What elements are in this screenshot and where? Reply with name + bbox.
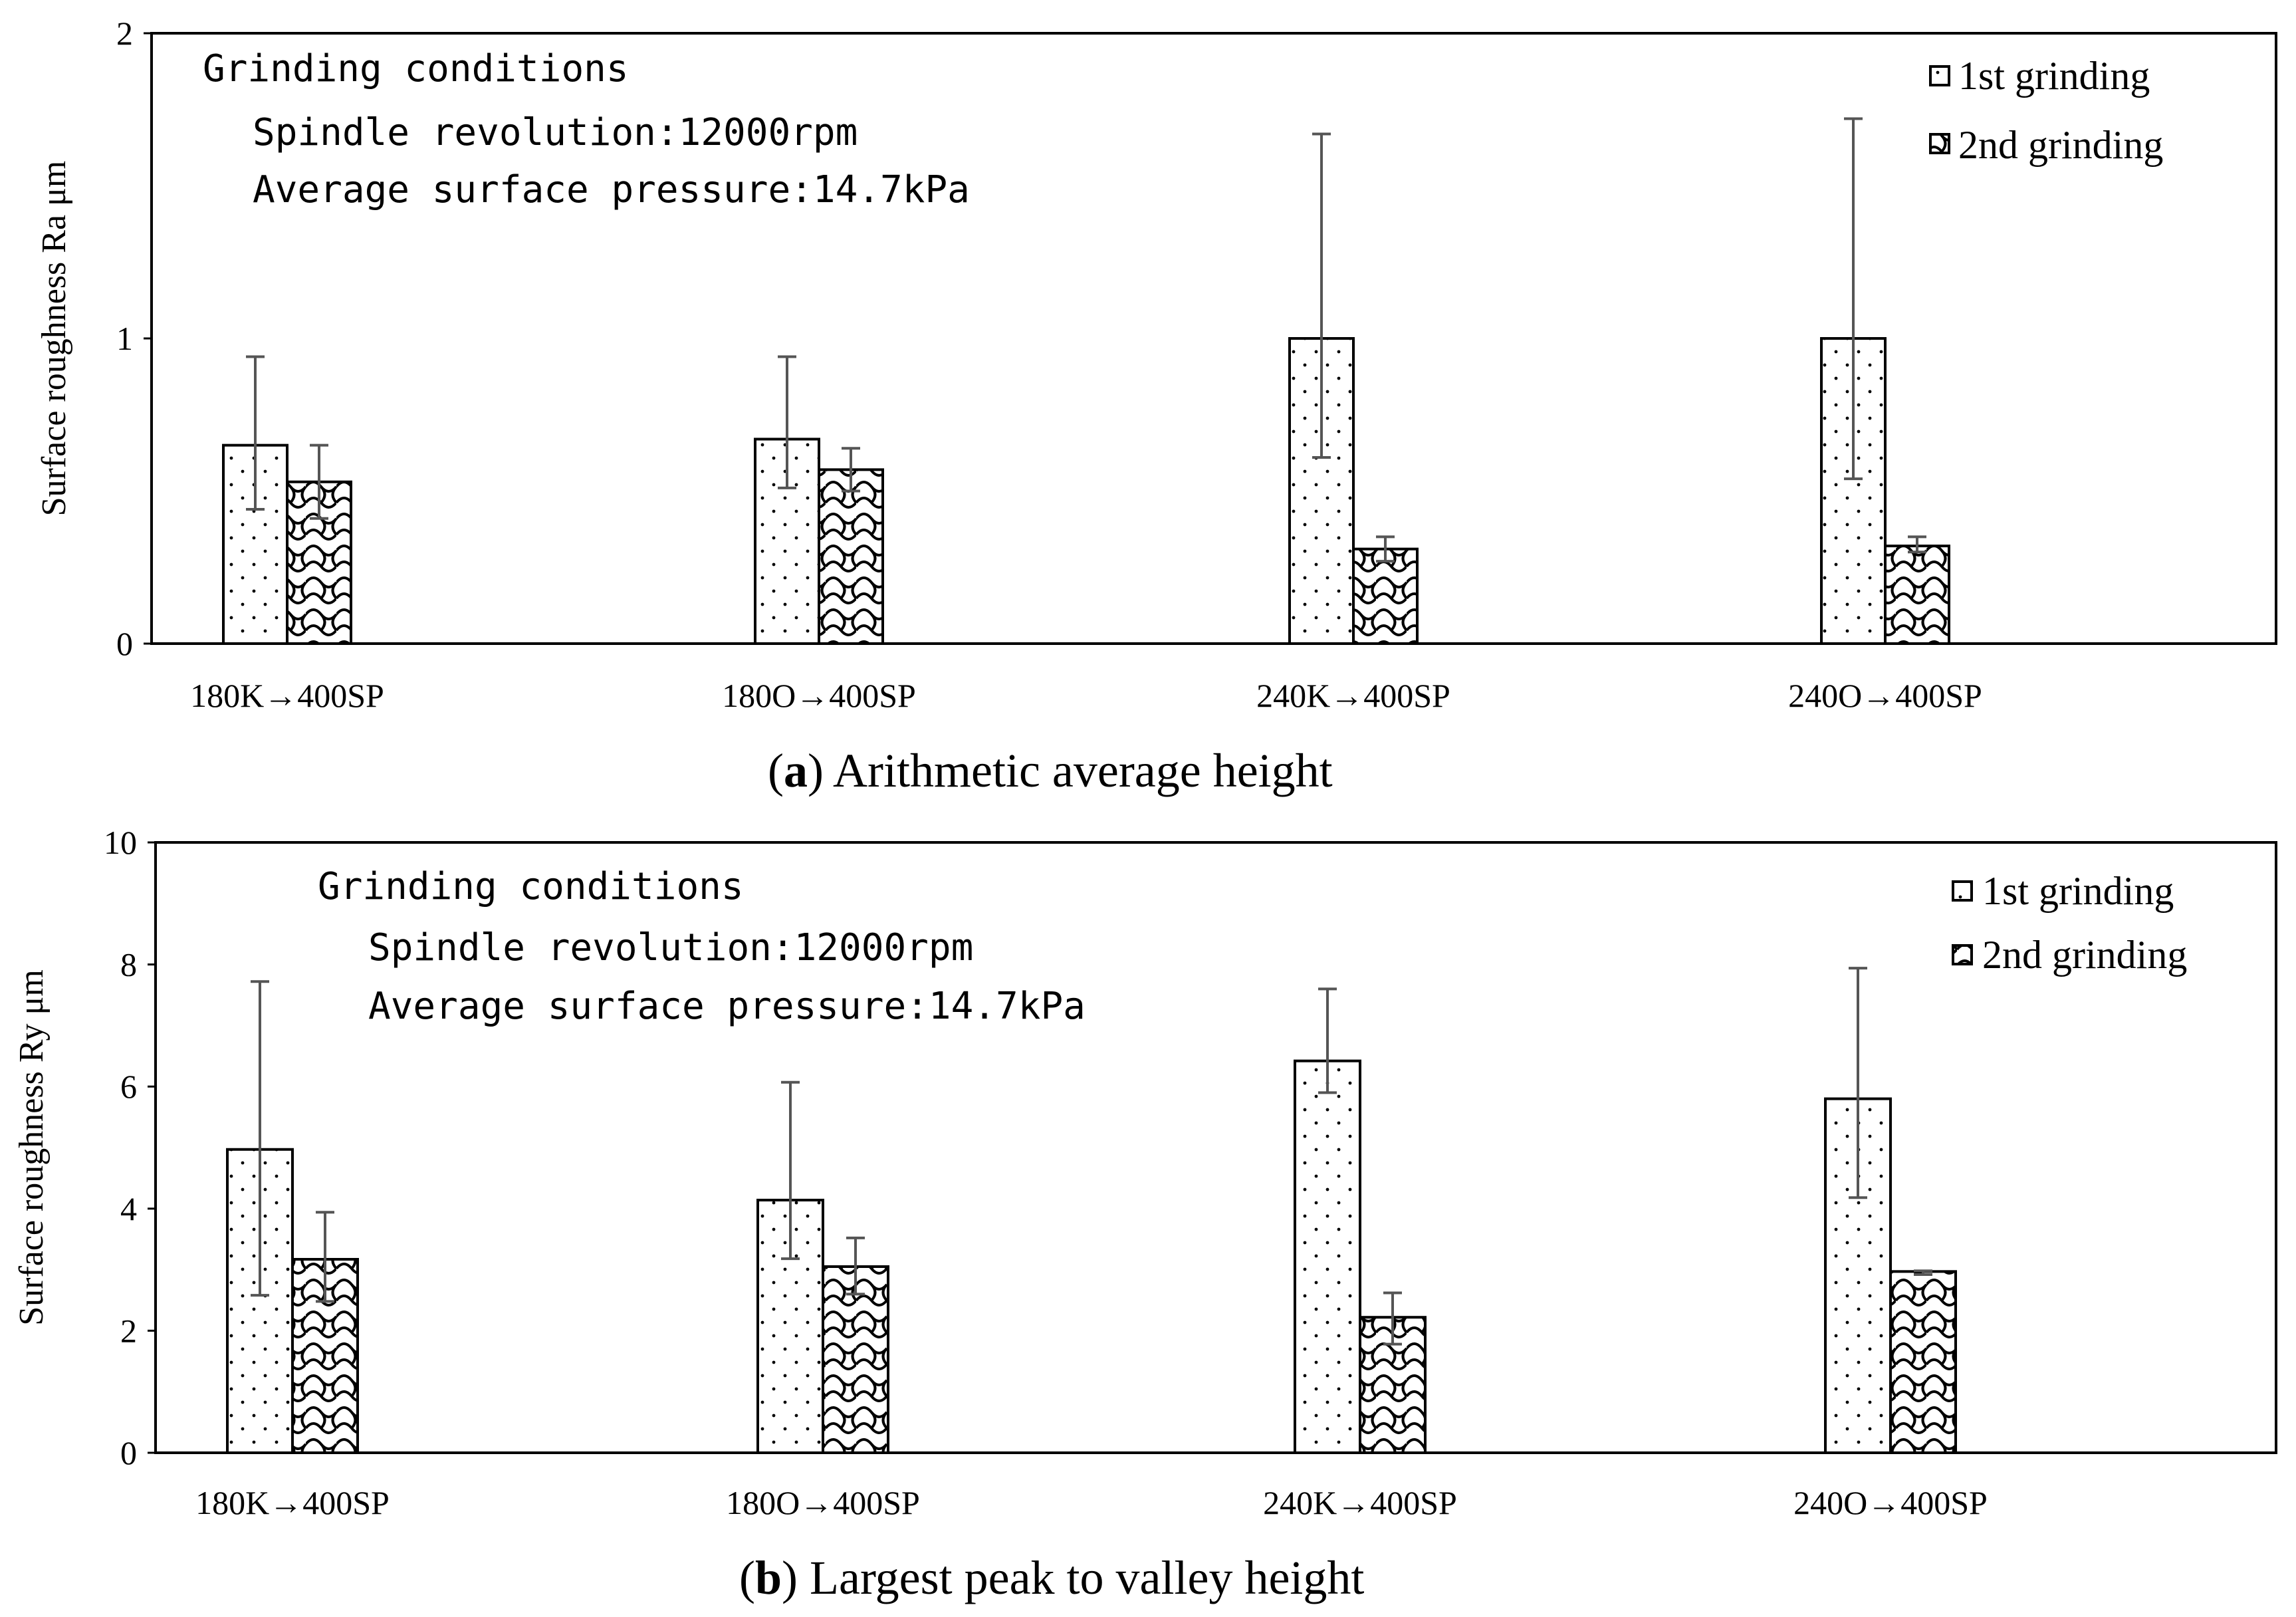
conditions-annotation: Grinding conditions Spindle revolution:1… xyxy=(203,47,970,211)
bar-2nd-grinding xyxy=(1352,547,1419,646)
category-label: 240K→400SP xyxy=(1256,677,1450,714)
y-tick-label: 6 xyxy=(120,1068,137,1105)
legend: 1st grinding 2nd grinding xyxy=(1952,869,2187,977)
y-ticks: 0 2 4 6 8 10 xyxy=(104,824,156,1471)
chart-panel-b: Surface roughness Ry μm 0 2 4 6 8 10 180K→400… xyxy=(13,824,2277,1604)
legend-label-2nd: 2nd grinding xyxy=(1958,123,2163,167)
caption-text: Arithmetic average height xyxy=(833,744,1333,797)
legend-swatch-1st xyxy=(1929,65,1950,86)
y-tick-label: 8 xyxy=(120,946,137,983)
y-ticks: 0 1 2 xyxy=(116,15,152,662)
bar-2nd-grinding xyxy=(818,468,884,645)
category-label: 240O→400SP xyxy=(1793,1484,1988,1521)
conditions-title: Grinding conditions xyxy=(318,865,744,908)
legend-swatch-2nd xyxy=(1952,944,1973,965)
legend-swatch-2nd xyxy=(1929,133,1950,154)
legend-label-2nd: 2nd grinding xyxy=(1982,933,2187,977)
y-tick-label: 0 xyxy=(116,625,133,662)
conditions-line-1: Spindle revolution:12000rpm xyxy=(368,926,973,969)
category-label: 180K→400SP xyxy=(190,677,384,714)
y-tick-label: 0 xyxy=(120,1434,137,1471)
chart-panel-a: Surface roughness Ra μm 012 180K→400SP 18… xyxy=(35,15,2277,797)
category-label: 180O→400SP xyxy=(722,677,916,714)
legend: 1st grinding 2nd grinding xyxy=(1929,54,2163,167)
y-tick-label: 4 xyxy=(120,1190,137,1227)
y-axis-label: Surface roughness Ra μm xyxy=(35,161,73,517)
caption-text: Largest peak to valley height xyxy=(810,1551,1364,1604)
panel-caption: (a) Arithmetic average height xyxy=(768,744,1333,797)
legend-label-1st: 1st grinding xyxy=(1982,869,2174,913)
y-tick-label: 10 xyxy=(104,824,137,861)
conditions-title: Grinding conditions xyxy=(203,47,629,90)
caption-letter: b xyxy=(755,1551,782,1604)
category-label: 180K→400SP xyxy=(195,1484,390,1521)
bars xyxy=(222,117,1950,646)
category-label: 240O→400SP xyxy=(1788,677,1982,714)
conditions-annotation: Grinding conditions Spindle revolution:1… xyxy=(318,865,1086,1028)
bars xyxy=(226,967,1957,1455)
bar-1st-grinding xyxy=(1294,1059,1361,1455)
bar-2nd-grinding xyxy=(1889,1270,1957,1454)
caption-letter: a xyxy=(784,744,808,797)
category-labels: 180K→400SP 180O→400SP 240K→400SP 240O→400SP xyxy=(195,1484,1988,1521)
category-label: 240K→400SP xyxy=(1263,1484,1457,1521)
bar-2nd-grinding xyxy=(1884,545,1950,645)
category-label: 180O→400SP xyxy=(726,1484,920,1521)
plot-frame xyxy=(154,841,2277,1454)
y-tick-label: 2 xyxy=(116,15,133,52)
panel-caption: (b) Largest peak to valley height xyxy=(739,1551,1364,1604)
y-axis-label: Surface roughness Ry μm xyxy=(13,969,51,1326)
y-tick-label: 1 xyxy=(116,320,133,357)
legend-label-1st: 1st grinding xyxy=(1958,54,2150,98)
legend-swatch-1st xyxy=(1952,880,1973,902)
conditions-line-2: Average surface pressure:14.7kPa xyxy=(253,168,970,211)
conditions-line-2: Average surface pressure:14.7kPa xyxy=(368,985,1086,1028)
category-labels: 180K→400SP 180O→400SP 240K→400SP 240O→400SP xyxy=(190,677,1982,714)
y-tick-label: 2 xyxy=(120,1312,137,1349)
conditions-line-1: Spindle revolution:12000rpm xyxy=(253,111,858,154)
